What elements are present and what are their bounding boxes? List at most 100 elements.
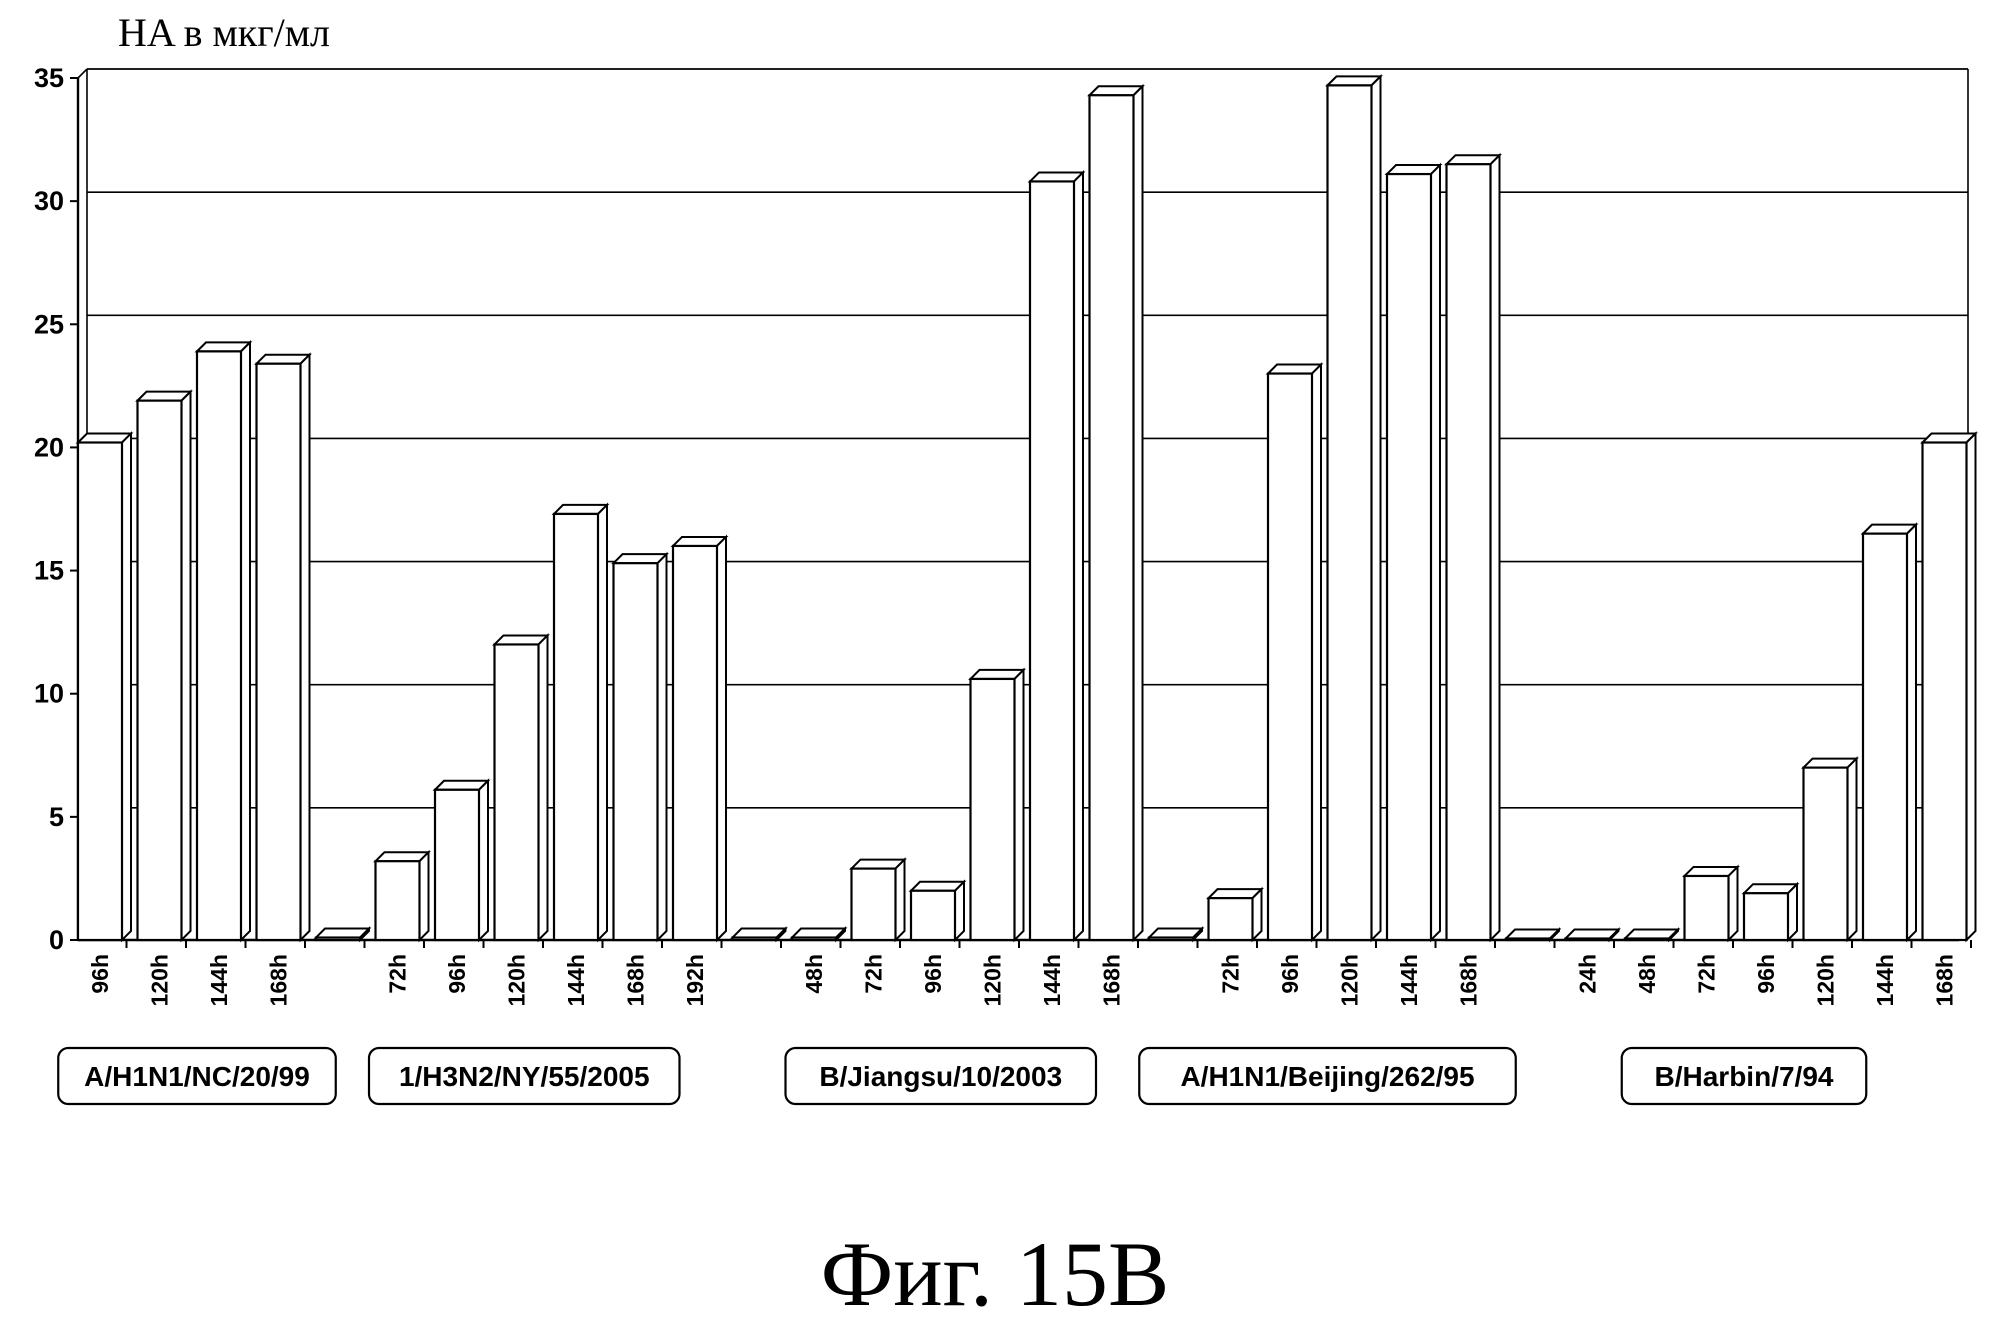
bar-side — [1430, 162, 1441, 943]
x-tick-label: 72h — [1694, 954, 1720, 994]
bar — [551, 502, 610, 943]
bar — [1206, 886, 1264, 943]
x-tick-label: 72h — [861, 954, 887, 994]
bar — [492, 633, 550, 943]
bar-front — [1445, 163, 1492, 942]
x-tick-label: 72h — [1218, 954, 1244, 994]
bar-front — [433, 788, 481, 942]
bar — [1087, 83, 1145, 943]
group-label-box — [367, 1046, 681, 1106]
bar — [1622, 927, 1681, 943]
bar-front — [969, 677, 1016, 942]
bar — [789, 926, 848, 943]
bar-side — [180, 389, 192, 943]
bar — [1741, 881, 1800, 943]
y-tick-label: 35 — [34, 63, 64, 93]
bar — [1444, 152, 1502, 943]
y-tick-label: 10 — [34, 679, 64, 709]
x-tick-label: 24h — [1575, 954, 1601, 994]
y-tick-labels: 0 5 10 15 20 25 30 35 — [34, 63, 78, 955]
bar-side — [656, 551, 668, 943]
bar-front — [1326, 84, 1373, 942]
bar — [968, 667, 1026, 943]
group-label: B/Jiangsu/10/2003 — [784, 1046, 1098, 1106]
bar — [1563, 927, 1621, 943]
bar-side — [1311, 362, 1322, 943]
x-tick-label: 48h — [801, 954, 827, 994]
bar — [611, 551, 669, 943]
bar — [194, 339, 253, 943]
bar-front — [76, 441, 124, 942]
bar — [432, 778, 491, 943]
x-tick-label: 120h — [1337, 954, 1363, 1006]
bar-front — [909, 889, 957, 942]
x-tick-label: 168h — [1932, 954, 1958, 1006]
bar-side — [1846, 756, 1858, 943]
bars — [75, 73, 1978, 943]
bar-side — [597, 502, 608, 943]
bar — [849, 857, 907, 943]
bar-front — [1028, 180, 1076, 942]
bar-side — [1013, 667, 1025, 943]
group-label-box — [1138, 1046, 1517, 1106]
bar — [730, 926, 788, 943]
group-label: 1/H3N2/NY/55/2005 — [367, 1046, 681, 1106]
bar-side — [716, 534, 727, 943]
x-tick-label: 120h — [980, 954, 1006, 1006]
group-label: A/H1N1/Beijing/262/95 — [1138, 1046, 1517, 1106]
bar — [1146, 926, 1205, 943]
group-label: B/Harbin/7/94 — [1620, 1046, 1868, 1106]
bar-front — [1088, 94, 1135, 942]
x-tick-label: 144h — [1872, 954, 1898, 1006]
bar-front — [790, 936, 838, 942]
bar — [1920, 431, 1978, 943]
bar-side — [1073, 170, 1084, 943]
bar — [373, 849, 431, 943]
gridlines — [87, 68, 1968, 809]
bar-side — [894, 857, 906, 943]
x-tick-label: 168h — [1099, 954, 1125, 1006]
bar — [908, 879, 967, 943]
group-label-text: A/H1N1/NC/20/99 — [84, 1061, 310, 1092]
x-tick-label: 144h — [1039, 954, 1065, 1006]
bar — [135, 389, 193, 943]
bar — [1027, 170, 1086, 943]
y-tick-label: 25 — [34, 309, 64, 339]
x-tick-label: 120h — [1813, 954, 1839, 1006]
x-tick-label: 96h — [87, 954, 113, 994]
bar-front — [1147, 936, 1195, 942]
bar — [1801, 756, 1859, 943]
group-label-text: B/Harbin/7/94 — [1655, 1061, 1834, 1092]
x-tick-label: 72h — [385, 954, 411, 994]
bar-front — [1207, 897, 1254, 942]
bar-front — [493, 643, 540, 942]
bar-side — [1132, 83, 1144, 943]
x-tick-label: 168h — [1456, 954, 1482, 1006]
group-labels: A/H1N1/NC/20/99 1/H3N2/NY/55/2005 B/Jiangs… — [57, 1046, 1868, 1106]
x-tick-label: 96h — [920, 954, 946, 994]
bar — [670, 534, 729, 943]
y-tick-label: 30 — [34, 186, 64, 216]
bar — [313, 926, 372, 943]
bar-front — [612, 562, 659, 942]
y-tick-label: 5 — [49, 802, 64, 832]
bar-front — [552, 512, 600, 942]
bar-side — [1906, 522, 1917, 943]
bar-front — [314, 936, 362, 942]
group-label-text: A/H1N1/Beijing/262/95 — [1180, 1061, 1474, 1092]
x-tick-label: 192h — [682, 954, 708, 1006]
bar-side — [1965, 431, 1977, 943]
x-tick-label: 96h — [444, 954, 470, 994]
bar — [254, 352, 312, 943]
bar-side — [299, 352, 311, 943]
group-label: A/H1N1/NC/20/99 — [57, 1046, 337, 1106]
y-tick-label: 0 — [49, 925, 64, 955]
x-tick-label: 144h — [563, 954, 589, 1006]
frame-corner — [77, 68, 88, 79]
bar-side — [240, 339, 251, 943]
bar — [1265, 362, 1324, 943]
bar-front — [731, 936, 778, 942]
bar-front — [255, 362, 302, 942]
bar-front — [1921, 441, 1968, 942]
